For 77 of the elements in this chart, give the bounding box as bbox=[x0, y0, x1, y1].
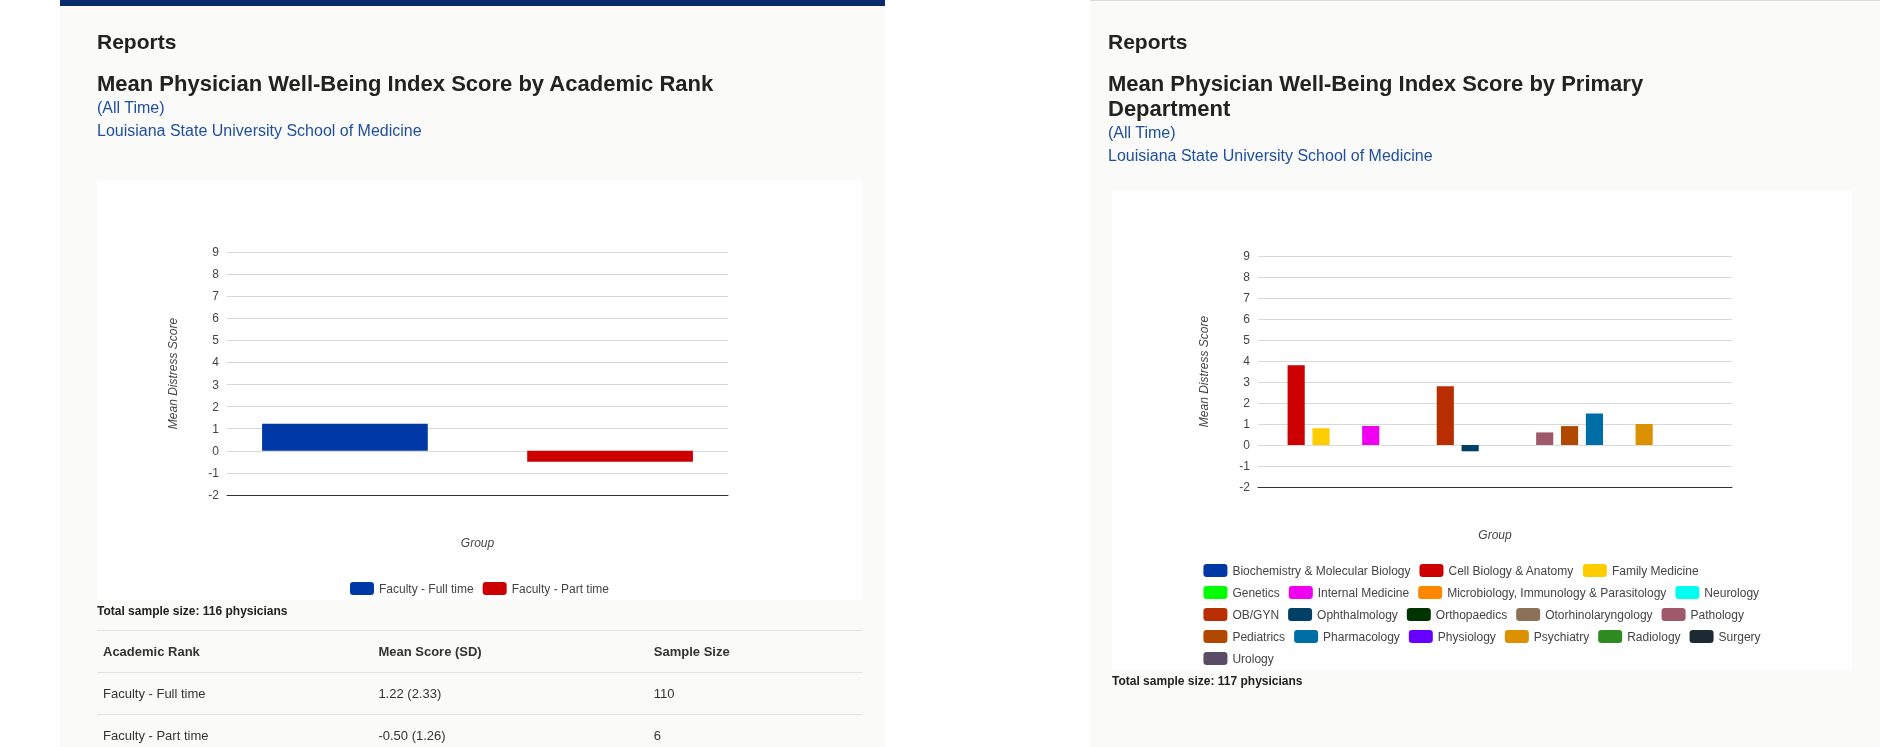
legend-label: Psychiatry bbox=[1533, 629, 1590, 644]
y-tick-label: 1 bbox=[1243, 417, 1251, 431]
legend-label: Orthopaedics bbox=[1435, 607, 1508, 622]
text: Total sample size: 116 physicians bbox=[97, 604, 288, 618]
legend-label: Pediatrics bbox=[1232, 629, 1286, 644]
legend-label: Cell Biology & Anatomy bbox=[1448, 563, 1574, 578]
legend-label: Pathology bbox=[1690, 607, 1744, 622]
text: Faculty - Full time bbox=[102, 685, 207, 703]
legend-label: Faculty - Full time bbox=[378, 581, 474, 596]
text: Mean Score (SD) bbox=[377, 643, 483, 661]
bar bbox=[1436, 386, 1454, 445]
text: -0.50 (1.26) bbox=[377, 727, 447, 746]
legend-label: Microbiology, Immunology & Parasitology bbox=[1447, 585, 1667, 600]
legend-label: Faculty - Part time bbox=[511, 581, 610, 596]
text: Reports bbox=[97, 30, 178, 54]
x-axis-title: Group bbox=[460, 536, 495, 550]
legend-label: Neurology bbox=[1704, 585, 1760, 600]
chart-title: Mean Physician Well-Being Index Score by Academic Rank bbox=[97, 71, 715, 96]
legend-label: OB/GYN bbox=[1232, 607, 1280, 622]
y-tick-label: -2 bbox=[1239, 480, 1251, 494]
x-axis-title: Group bbox=[1478, 528, 1512, 542]
text: 6 bbox=[652, 727, 662, 746]
y-tick-label: 4 bbox=[1243, 354, 1251, 368]
y-axis-title: Mean Distress Score bbox=[166, 317, 180, 430]
legend-label: Otorhinolaryngology bbox=[1545, 607, 1653, 622]
text: 110 bbox=[652, 685, 676, 703]
y-tick-label: 8 bbox=[1243, 270, 1251, 284]
y-tick-label: 4 bbox=[212, 355, 220, 370]
legend-label: Ophthalmology bbox=[1317, 607, 1398, 622]
y-tick-label: 0 bbox=[212, 443, 220, 458]
text: Academic Rank bbox=[102, 643, 201, 661]
y-tick-label: 6 bbox=[1243, 312, 1251, 326]
y-tick-label: 7 bbox=[1243, 291, 1251, 305]
legend-label: Genetics bbox=[1232, 585, 1280, 600]
y-axis-title: Mean Distress Score bbox=[1197, 315, 1211, 428]
text: Louisiana State University School of Medicine bbox=[97, 122, 423, 140]
chart-subtitle: (All Time) bbox=[1108, 124, 1177, 142]
legend-label: Family Medicine bbox=[1611, 563, 1699, 578]
text: Faculty - Part time bbox=[102, 727, 210, 746]
bar bbox=[1287, 365, 1305, 445]
legend-label: Biochemistry & Molecular Biology bbox=[1232, 563, 1411, 578]
text: Louisiana State University School of Medicine bbox=[1108, 147, 1434, 165]
y-tick-label: 0 bbox=[1243, 438, 1251, 452]
bar bbox=[1560, 426, 1579, 445]
y-tick-label: 2 bbox=[212, 399, 220, 414]
y-tick-label: -1 bbox=[208, 465, 220, 480]
chart-title: Mean Physician Well-Being Index Score by Primary Department bbox=[1108, 71, 1645, 121]
y-tick-label: 8 bbox=[212, 267, 220, 282]
legend-label: Surgery bbox=[1718, 629, 1761, 644]
y-tick-label: 5 bbox=[212, 333, 220, 348]
text: 1.22 (2.33) bbox=[377, 685, 443, 703]
bar bbox=[1362, 426, 1380, 445]
y-tick-label: -1 bbox=[1239, 459, 1251, 473]
text: Total sample size: 117 physicians bbox=[1112, 674, 1303, 688]
y-tick-label: 5 bbox=[1243, 333, 1251, 347]
chart-subtitle: (All Time) bbox=[97, 99, 166, 117]
bar bbox=[1536, 432, 1554, 445]
y-tick-label: 6 bbox=[212, 311, 220, 326]
text: Sample Size bbox=[652, 643, 731, 661]
y-tick-label: 9 bbox=[212, 245, 220, 259]
y-tick-label: 1 bbox=[212, 421, 220, 436]
bar bbox=[1461, 445, 1479, 452]
bar bbox=[1312, 428, 1330, 445]
legend-label: Pharmacology bbox=[1323, 629, 1400, 644]
y-tick-label: 3 bbox=[212, 377, 220, 392]
y-tick-label: 2 bbox=[1243, 396, 1251, 410]
y-tick-label: 7 bbox=[212, 289, 220, 304]
legend-label: Urology bbox=[1232, 651, 1274, 666]
y-tick-label: 3 bbox=[1243, 375, 1251, 389]
bar bbox=[1585, 413, 1603, 445]
text: Reports bbox=[1108, 30, 1189, 54]
y-tick-label: 9 bbox=[1243, 249, 1251, 263]
y-tick-label: -2 bbox=[208, 488, 220, 502]
legend-label: Radiology bbox=[1627, 629, 1681, 644]
bar bbox=[1635, 424, 1653, 445]
legend-label: Physiology bbox=[1437, 629, 1496, 644]
legend-label: Internal Medicine bbox=[1317, 585, 1410, 600]
